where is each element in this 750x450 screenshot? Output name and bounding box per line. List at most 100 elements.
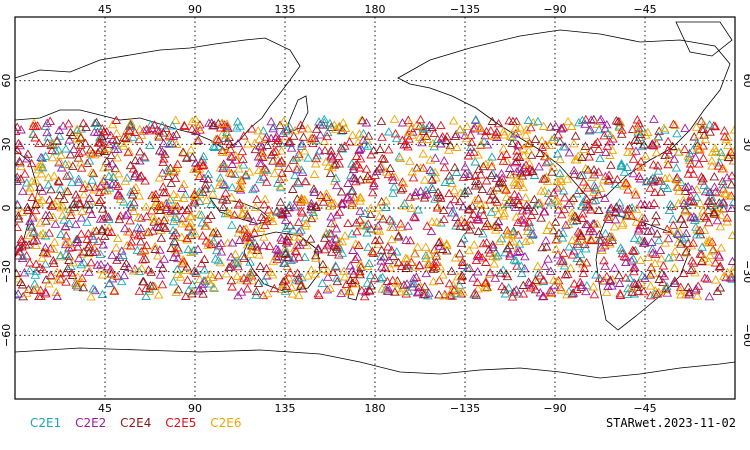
observation-marker bbox=[56, 229, 66, 239]
coastline-antarctica bbox=[15, 347, 735, 379]
observation-marker bbox=[361, 118, 372, 127]
observation-marker bbox=[711, 209, 721, 219]
observation-marker bbox=[158, 182, 168, 191]
observation-marker bbox=[294, 252, 304, 261]
observation-marker bbox=[242, 139, 253, 148]
observation-marker bbox=[556, 285, 567, 294]
observation-marker bbox=[241, 170, 251, 179]
observation-marker bbox=[181, 216, 191, 226]
observation-marker bbox=[281, 238, 292, 247]
observation-marker bbox=[414, 260, 425, 270]
observation-marker bbox=[49, 171, 59, 180]
observation-marker bbox=[49, 244, 59, 253]
observation-marker bbox=[694, 159, 704, 168]
observation-marker bbox=[427, 216, 437, 226]
observation-marker bbox=[509, 177, 519, 186]
observation-marker bbox=[695, 198, 705, 207]
observation-marker bbox=[292, 162, 303, 171]
observation-marker bbox=[402, 254, 412, 263]
observation-marker bbox=[296, 225, 306, 234]
observation-marker bbox=[500, 289, 511, 298]
observation-marker bbox=[504, 115, 514, 125]
observation-marker bbox=[282, 235, 292, 244]
observation-marker bbox=[702, 274, 712, 283]
observation-marker bbox=[436, 139, 446, 148]
observation-marker bbox=[70, 219, 81, 229]
observation-marker bbox=[520, 236, 531, 246]
observation-marker bbox=[702, 237, 712, 246]
observation-marker bbox=[374, 211, 385, 221]
observation-marker bbox=[583, 183, 593, 192]
observation-marker bbox=[112, 152, 123, 162]
observation-marker bbox=[310, 269, 321, 278]
observation-marker bbox=[540, 173, 550, 183]
observation-marker bbox=[68, 257, 78, 267]
observation-marker bbox=[366, 203, 376, 212]
observation-marker bbox=[551, 121, 561, 131]
observation-marker bbox=[273, 178, 283, 187]
observation-marker bbox=[273, 135, 283, 145]
observation-marker bbox=[206, 199, 216, 208]
observation-marker bbox=[602, 212, 613, 221]
observation-marker bbox=[559, 260, 570, 270]
observation-marker bbox=[158, 263, 168, 272]
observation-marker bbox=[544, 288, 555, 297]
observation-marker bbox=[466, 137, 477, 147]
observation-marker bbox=[219, 120, 230, 129]
observation-marker bbox=[172, 242, 183, 252]
observation-marker bbox=[245, 249, 256, 258]
observation-marker bbox=[230, 249, 241, 258]
observation-marker bbox=[579, 144, 589, 153]
observation-marker bbox=[175, 272, 186, 281]
observation-marker bbox=[473, 226, 484, 236]
observation-marker bbox=[434, 237, 444, 246]
observation-marker bbox=[306, 213, 317, 223]
observation-marker bbox=[236, 287, 247, 296]
observation-marker bbox=[259, 232, 269, 241]
observation-marker bbox=[430, 194, 440, 203]
observation-marker bbox=[376, 245, 387, 254]
observation-marker bbox=[727, 272, 735, 281]
observation-marker bbox=[289, 202, 300, 211]
observation-marker bbox=[158, 157, 168, 167]
observation-marker bbox=[40, 151, 51, 160]
observation-marker bbox=[428, 138, 438, 147]
observation-marker bbox=[110, 140, 121, 150]
observation-marker bbox=[21, 250, 32, 260]
observation-marker bbox=[418, 122, 428, 132]
observation-marker bbox=[567, 212, 578, 221]
observation-marker bbox=[623, 147, 633, 156]
observation-marker bbox=[67, 130, 78, 140]
observation-marker bbox=[582, 219, 593, 229]
observation-marker bbox=[136, 236, 146, 246]
observation-marker bbox=[134, 286, 145, 295]
observation-marker bbox=[128, 266, 139, 275]
observation-marker bbox=[239, 273, 249, 282]
observation-marker bbox=[470, 176, 481, 185]
observation-marker bbox=[62, 263, 73, 273]
observation-marker bbox=[258, 126, 269, 135]
observation-marker bbox=[55, 250, 66, 259]
observation-marker bbox=[171, 287, 181, 296]
observation-marker bbox=[93, 121, 103, 131]
observation-marker bbox=[427, 174, 437, 184]
observation-marker bbox=[351, 160, 361, 169]
observation-marker bbox=[243, 212, 253, 221]
observation-marker bbox=[564, 242, 574, 251]
observation-marker bbox=[286, 255, 296, 265]
observation-marker bbox=[29, 226, 39, 236]
observation-marker bbox=[602, 141, 613, 150]
observation-marker bbox=[106, 150, 116, 160]
observation-marker bbox=[284, 273, 294, 282]
observation-marker bbox=[681, 228, 692, 237]
observation-marker bbox=[478, 238, 489, 248]
observation-marker bbox=[177, 213, 188, 223]
observation-marker bbox=[31, 240, 41, 249]
observation-marker bbox=[233, 116, 243, 126]
observation-marker bbox=[187, 152, 198, 161]
observation-marker bbox=[512, 151, 522, 160]
observation-marker bbox=[201, 195, 212, 204]
observation-marker bbox=[516, 215, 526, 224]
observation-marker bbox=[189, 191, 200, 200]
